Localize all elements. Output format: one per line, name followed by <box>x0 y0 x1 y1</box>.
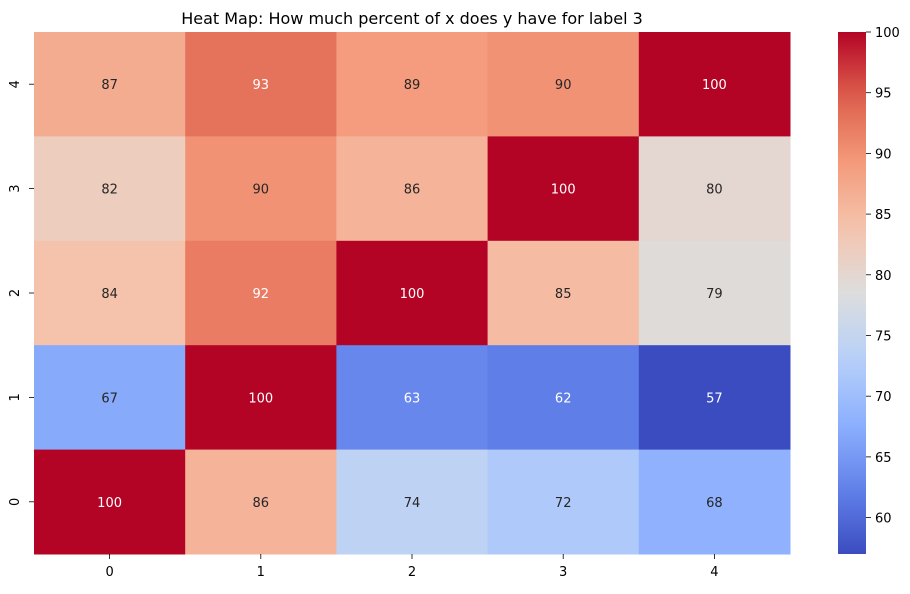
cell-value-label: 67 <box>101 391 118 406</box>
cell-value-label: 57 <box>706 391 723 406</box>
colorbar-tick-label: 65 <box>875 451 892 466</box>
heatmap-cell <box>34 240 186 346</box>
heatmap-cell <box>487 449 640 555</box>
cell-value-label: 80 <box>706 183 723 198</box>
cell-value-label: 100 <box>97 496 122 511</box>
heatmap-cell <box>336 32 489 137</box>
heatmap-cell <box>638 32 791 137</box>
cell-value-label: 84 <box>101 287 118 302</box>
heatmap-cell <box>185 136 337 242</box>
heatmap-cell <box>34 345 186 451</box>
heatmap-cell <box>487 136 640 242</box>
heatmap-cell <box>336 240 489 346</box>
chart-title: Heat Map: How much percent of x does y h… <box>181 9 643 28</box>
heatmap-cell <box>336 345 489 451</box>
cell-value-label: 100 <box>702 78 727 93</box>
cell-value-label: 92 <box>253 287 270 302</box>
cell-value-label: 79 <box>706 287 723 302</box>
colorbar-tick-label: 100 <box>875 26 900 41</box>
heatmap-cell <box>638 345 791 451</box>
cell-value-label: 87 <box>101 78 118 93</box>
colorbar-tick-label: 80 <box>875 269 892 284</box>
colorbar-gradient <box>838 32 866 554</box>
cell-value-label: 85 <box>555 287 572 302</box>
cell-value-label: 63 <box>404 391 421 406</box>
cell-labels: 87 93 89 90 100 82 90 86 100 80 84 92 100 85 79 67 100 63… <box>97 78 727 511</box>
heatmap-cell <box>638 449 791 555</box>
cell-value-label: 93 <box>253 78 270 93</box>
x-tick-label: 4 <box>710 565 718 580</box>
cell-value-label: 62 <box>555 391 572 406</box>
y-tick-label: 3 <box>8 184 23 192</box>
heatmap-cell <box>34 32 186 137</box>
heatmap-cell <box>185 32 337 137</box>
heatmap-cell <box>336 449 489 555</box>
colorbar-tick-label: 60 <box>875 512 892 527</box>
heatmap-cell <box>638 240 791 346</box>
heatmap-cell <box>185 449 337 555</box>
x-tick-label: 3 <box>559 565 567 580</box>
heatmap-cell <box>487 345 640 451</box>
cell-value-label: 68 <box>706 496 723 511</box>
heatmap-cell <box>638 136 791 242</box>
cell-value-label: 82 <box>101 183 118 198</box>
colorbar-tick-label: 95 <box>875 87 892 102</box>
heatmap-cell <box>487 240 640 346</box>
cell-value-label: 89 <box>404 78 421 93</box>
heatmap-cell <box>185 240 337 346</box>
colorbar-tick-label: 90 <box>875 147 892 162</box>
cell-value-label: 90 <box>555 78 572 93</box>
colorbar-tick-label: 70 <box>875 390 892 405</box>
cell-value-label: 86 <box>404 183 421 198</box>
x-tick-label: 1 <box>257 565 265 580</box>
cell-value-label: 90 <box>253 183 270 198</box>
y-axis: 4 3 2 1 0 <box>8 80 34 506</box>
heatmap-cell <box>185 345 337 451</box>
y-tick-label: 4 <box>8 80 23 88</box>
colorbar: 60 65 70 75 80 85 90 95 100 <box>838 26 900 554</box>
y-tick-label: 2 <box>8 289 23 297</box>
y-tick-label: 1 <box>8 393 23 401</box>
cell-value-label: 100 <box>248 391 273 406</box>
colorbar-tick-label: 75 <box>875 329 892 344</box>
cell-value-label: 86 <box>253 496 270 511</box>
heatmap-cells <box>34 32 791 555</box>
colorbar-tick-label: 85 <box>875 208 892 223</box>
cell-value-label: 100 <box>400 287 425 302</box>
y-tick-label: 0 <box>8 498 23 506</box>
heatmap-cell <box>34 449 186 555</box>
cell-value-label: 72 <box>555 496 572 511</box>
heatmap-cell <box>336 136 489 242</box>
cell-value-label: 74 <box>404 496 421 511</box>
x-tick-label: 0 <box>105 565 113 580</box>
heatmap-cell <box>34 136 186 242</box>
x-tick-label: 2 <box>408 565 416 580</box>
cell-value-label: 100 <box>551 183 576 198</box>
heatmap-cell <box>487 32 640 137</box>
x-axis: 0 1 2 3 4 <box>105 554 719 580</box>
